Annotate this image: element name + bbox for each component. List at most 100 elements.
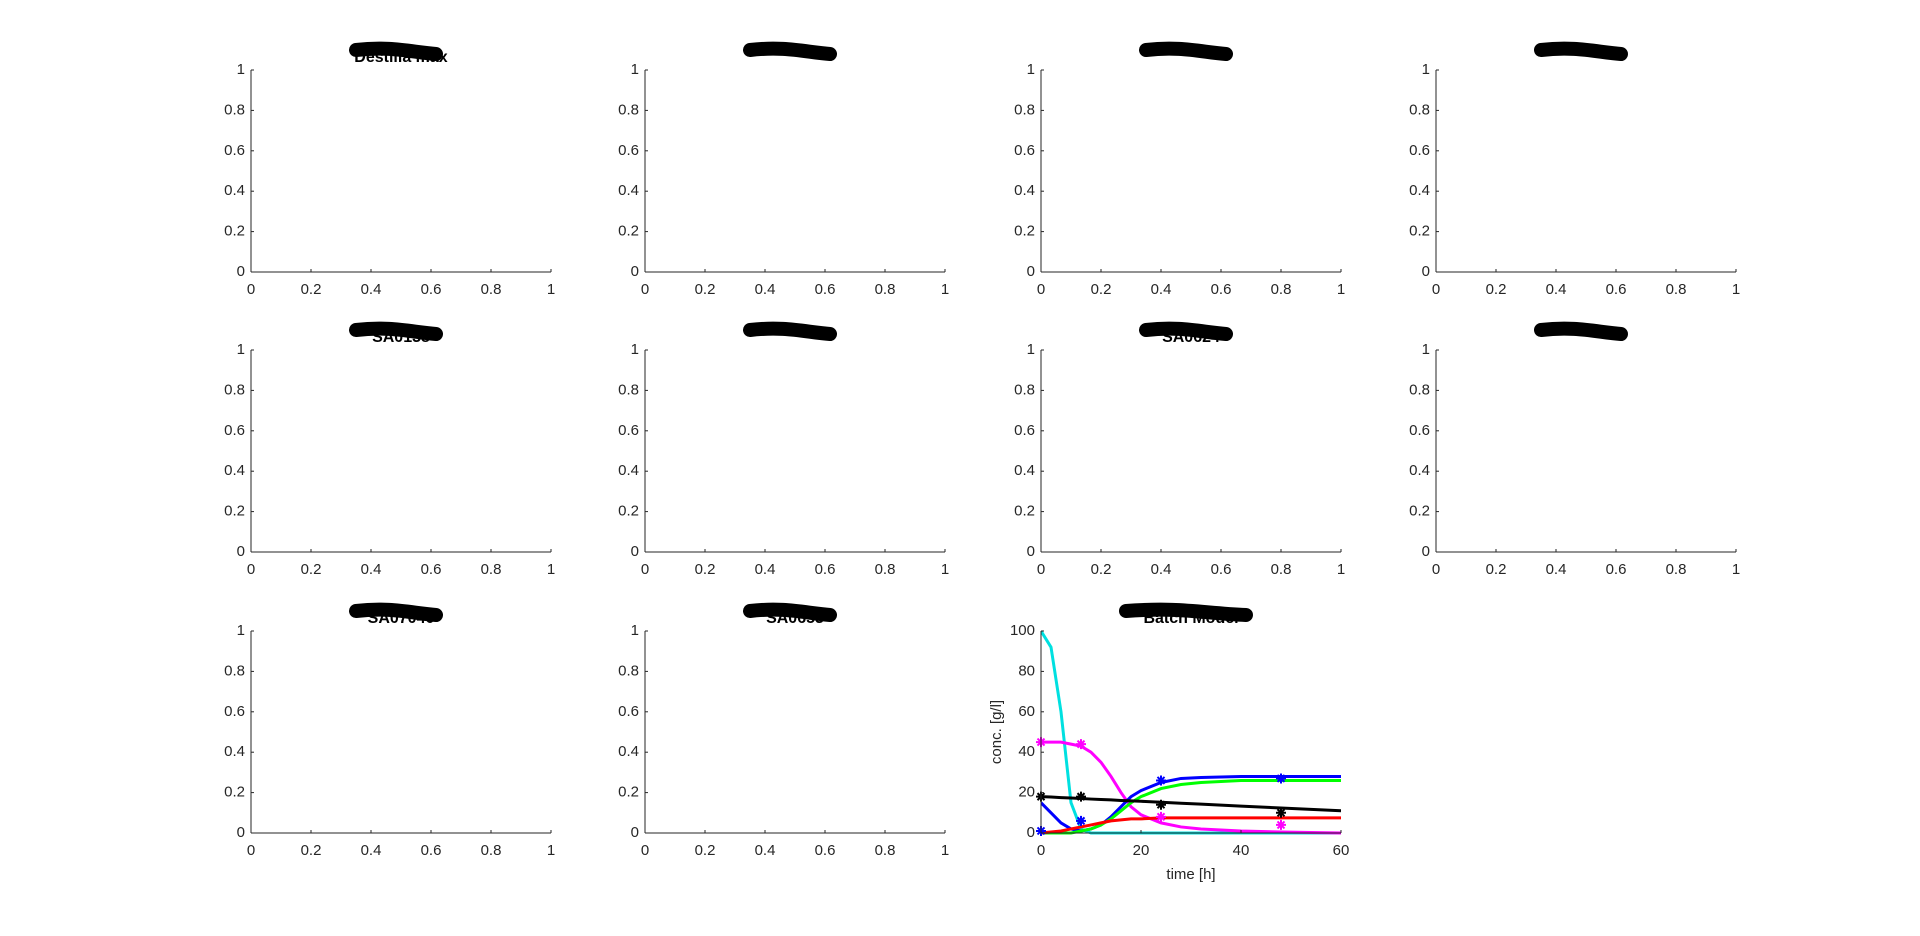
redaction [743,321,837,341]
redaction [1119,602,1253,622]
x-tick-label: 0.2 [301,561,322,578]
y-tick-label: 0.4 [224,462,245,479]
y-tick-label: 0.4 [224,743,245,760]
y-tick-label: 0.8 [618,101,639,118]
y-tick-label: 0.8 [224,101,245,118]
x-tick-label: 40 [1233,842,1250,859]
x-tick-label: 0.2 [1486,561,1507,578]
x-tick-label: 0.6 [421,842,442,859]
redaction [743,602,837,622]
x-tick-label: 0.6 [815,842,836,859]
x-tick-label: 0.6 [421,561,442,578]
x-tick-label: 0.6 [1211,281,1232,298]
y-tick-label: 0.8 [1014,101,1035,118]
y-axis-label: conc. [g/l] [988,700,1005,764]
x-tick-label: 0.8 [1666,281,1687,298]
x-tick-label: 0.2 [301,281,322,298]
x-tick-label: 0 [247,281,255,298]
axes: 0 0.2 0.4 0.6 0.8 1 0 0.2 0.4 0.6 0.8 1 [618,321,949,578]
x-tick-label: 0 [1037,281,1045,298]
redaction [743,41,837,61]
y-tick-label: 1 [1027,341,1035,358]
y-tick-label: 0.8 [1409,381,1430,398]
x-tick-label: 1 [941,842,949,859]
x-tick-label: 1 [1337,281,1345,298]
y-tick-label: 0.6 [618,703,639,720]
y-tick-label: 0 [1027,543,1035,560]
x-tick-label: 0 [641,281,649,298]
series-line [1041,774,1341,833]
x-tick-label: 0.8 [481,561,502,578]
y-tick-label: 0.4 [224,182,245,199]
y-tick-label: 0.2 [1014,503,1035,520]
x-tick-label: 60 [1333,842,1350,859]
y-tick-label: 60 [1018,703,1035,720]
y-tick-label: 0.8 [224,662,245,679]
redaction [1534,321,1628,341]
x-tick-label: 0.2 [695,561,716,578]
x-tick-label: 0.2 [1091,561,1112,578]
measurement-marker [1276,773,1286,784]
measurement-marker [1276,819,1286,830]
measurement-marker [1156,775,1166,786]
x-tick-label: 0.4 [361,561,382,578]
y-tick-label: 0 [1422,263,1430,280]
x-tick-label: 0.4 [361,281,382,298]
x-tick-label: 1 [1732,281,1740,298]
y-tick-label: 100 [1010,622,1035,639]
y-tick-label: 0.4 [1409,462,1430,479]
y-tick-label: 0.8 [224,381,245,398]
x-tick-label: 0.4 [1546,281,1567,298]
x-tick-label: 1 [547,561,555,578]
x-tick-label: 0.4 [361,842,382,859]
y-tick-label: 0.2 [1409,503,1430,520]
y-tick-label: 0.6 [618,422,639,439]
y-tick-label: 0.2 [1409,223,1430,240]
x-tick-label: 0.6 [815,561,836,578]
y-tick-label: 0.4 [618,182,639,199]
y-tick-label: 1 [631,341,639,358]
y-tick-label: 1 [1027,61,1035,78]
y-tick-label: 0.6 [1409,422,1430,439]
redaction [1534,41,1628,61]
y-tick-label: 1 [237,341,245,358]
x-tick-label: 0.8 [481,842,502,859]
axes: 0 0.2 0.4 0.6 0.8 1 0 0.2 0.4 0.6 0.8 1 [618,41,949,298]
measurement-marker [1276,807,1286,818]
x-tick-label: 0 [1037,561,1045,578]
x-tick-label: 0.8 [1271,281,1292,298]
y-tick-label: 40 [1018,743,1035,760]
y-tick-label: 0 [1027,824,1035,841]
y-tick-label: 0.2 [618,223,639,240]
x-tick-label: 0.2 [1486,281,1507,298]
redaction [1139,41,1233,61]
x-tick-label: 0.4 [755,561,776,578]
axes: 0 0.2 0.4 0.6 0.8 1 0 0.2 0.4 0.6 0.8 1 [1409,321,1740,578]
y-tick-label: 80 [1018,662,1035,679]
y-tick-label: 1 [1422,341,1430,358]
measurement-marker [1076,815,1086,826]
axes: 0 0.2 0.4 0.6 0.8 1 0 0.2 0.4 0.6 0.8 1 [1409,41,1740,298]
x-tick-label: 0.2 [301,842,322,859]
y-tick-label: 0.2 [618,503,639,520]
y-tick-label: 20 [1018,784,1035,801]
y-tick-label: 1 [237,622,245,639]
redaction [349,321,443,341]
y-tick-label: 0.2 [224,223,245,240]
x-tick-label: 1 [1732,561,1740,578]
x-tick-label: 0.2 [695,842,716,859]
y-tick-label: 1 [237,61,245,78]
x-tick-label: 0.4 [755,281,776,298]
y-tick-label: 0.2 [1014,223,1035,240]
axes: 0 0.2 0.4 0.6 0.8 1 0 0.2 0.4 0.6 0.8 1 [1014,41,1345,298]
measurement-marker [1076,791,1086,802]
x-tick-label: 0 [1432,281,1440,298]
y-tick-label: 0.2 [224,503,245,520]
y-tick-label: 0 [1027,263,1035,280]
